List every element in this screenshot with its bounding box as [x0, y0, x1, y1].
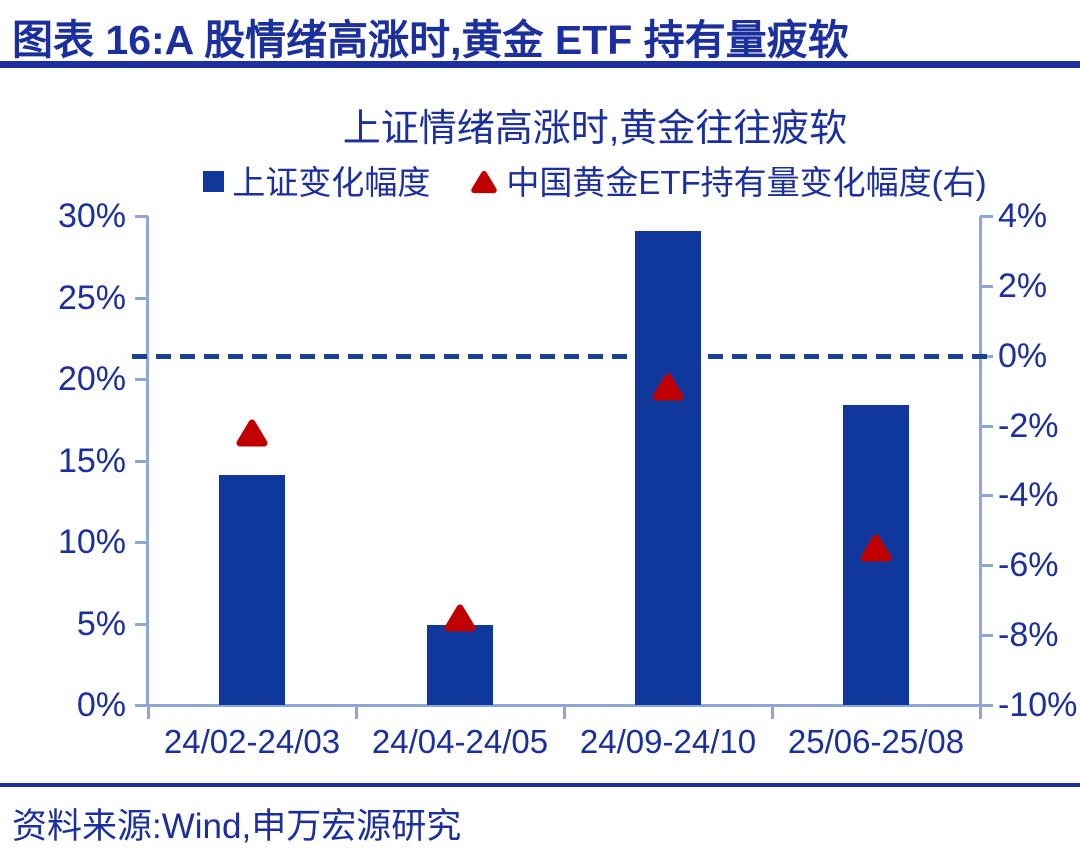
x-axis-tick	[563, 705, 566, 719]
legend-label-shanghai: 上证变化幅度	[232, 164, 431, 201]
x-axis-label: 24/04-24/05	[371, 723, 549, 760]
right-axis-line	[979, 216, 982, 706]
etf-triangle-marker	[443, 603, 477, 633]
etf-triangle-marker	[651, 372, 685, 402]
left-axis-label: 20%	[57, 360, 126, 398]
left-axis-label: 10%	[57, 523, 126, 561]
left-axis-tick	[135, 541, 148, 544]
footer-rule	[0, 783, 1080, 787]
right-axis-tick	[980, 634, 993, 638]
right-axis-label: -2%	[998, 406, 1059, 445]
legend-label-gold-etf: 中国黄金ETF持有量变化幅度(右)	[506, 164, 987, 201]
right-axis-tick	[980, 284, 993, 288]
right-axis-label: 2%	[998, 266, 1048, 305]
left-axis-tick	[135, 296, 148, 300]
left-axis-tick	[135, 378, 148, 381]
right-axis-tick	[980, 494, 993, 498]
x-axis-tick	[355, 705, 358, 719]
legend-item-shanghai: 上证变化幅度	[203, 156, 430, 204]
legend: 上证变化幅度 中国黄金ETF持有量变化幅度(右)	[110, 156, 1080, 204]
header-rule	[0, 61, 1080, 68]
triangle-series-swatch-icon	[470, 169, 498, 195]
chart-title: 上证情绪高涨时,黄金往往疲软	[342, 108, 848, 150]
right-axis-label: -10%	[998, 686, 1078, 724]
x-axis-tick	[147, 705, 150, 719]
x-axis-label: 24/09-24/10	[579, 723, 757, 760]
x-axis-tick	[771, 705, 774, 719]
figure-caption: 图表 16:A 股情绪高涨时,黄金 ETF 持有量疲软	[12, 17, 849, 63]
right-axis-label: 0%	[998, 336, 1048, 375]
bar	[635, 230, 701, 705]
x-axis-label: 24/02-24/03	[163, 723, 341, 760]
left-axis-label: 15%	[57, 441, 126, 480]
right-axis-label: 4%	[998, 197, 1048, 235]
right-axis-label: -4%	[998, 476, 1059, 515]
right-axis-tick	[980, 215, 993, 218]
left-axis-tick	[135, 215, 148, 218]
left-axis-label: 5%	[76, 604, 126, 643]
bar	[219, 475, 285, 705]
bar	[427, 625, 493, 705]
bar-series-swatch-icon	[203, 171, 225, 192]
x-axis-label: 25/06-25/08	[787, 723, 965, 760]
x-axis-tick	[979, 705, 982, 719]
legend-item-gold-etf: 中国黄金ETF持有量变化幅度(右)	[470, 156, 987, 204]
right-axis-tick	[980, 564, 993, 568]
zero-dashed-line	[132, 353, 992, 359]
etf-triangle-marker	[859, 533, 893, 563]
etf-triangle-marker	[235, 418, 269, 448]
right-axis-label: -8%	[998, 616, 1059, 655]
left-axis-tick	[135, 704, 148, 707]
left-axis-label: 25%	[57, 278, 126, 317]
right-axis-tick	[980, 424, 993, 428]
left-axis-tick	[135, 622, 148, 626]
left-axis-tick	[135, 459, 148, 463]
right-axis-tick	[980, 704, 993, 707]
right-axis-label: -6%	[998, 546, 1059, 585]
left-axis-label: 0%	[76, 686, 126, 724]
source-text: 资料来源:Wind,申万宏源研究	[12, 807, 462, 846]
left-axis-label: 30%	[57, 197, 126, 235]
